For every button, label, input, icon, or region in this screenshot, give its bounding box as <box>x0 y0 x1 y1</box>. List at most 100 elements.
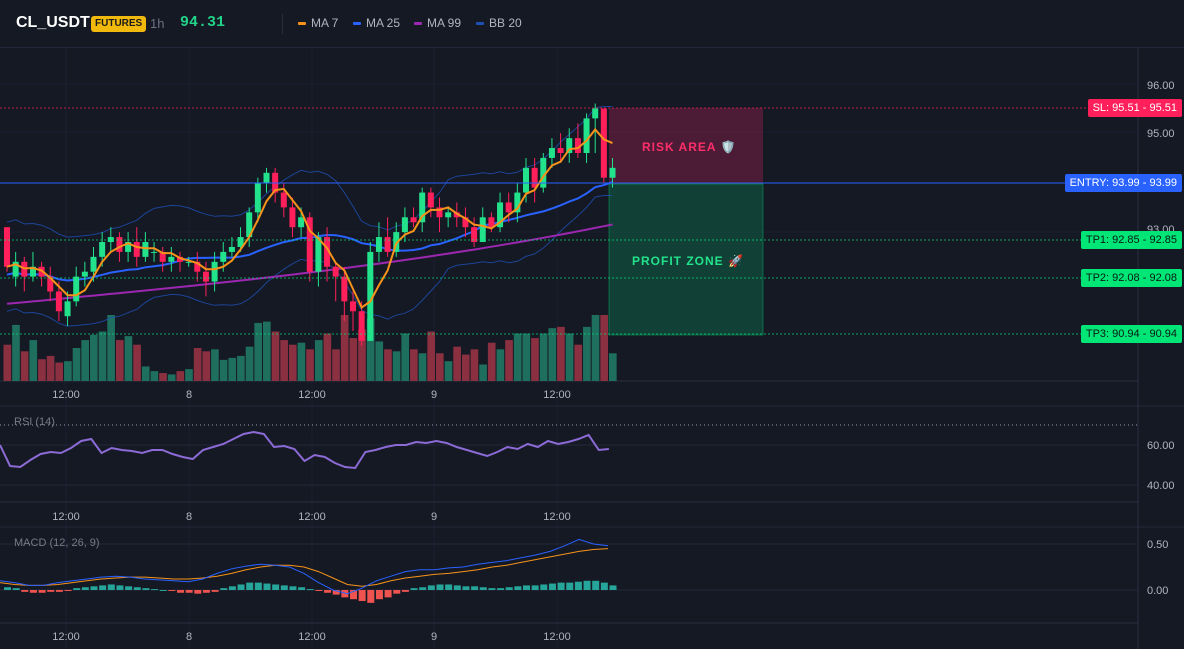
volume-bar <box>46 355 55 381</box>
sl-value: 95.51 <box>1149 102 1177 114</box>
macd-hist-bar <box>99 585 107 590</box>
candle-body <box>332 266 339 277</box>
volume-bar <box>38 359 46 381</box>
macd-hist-bar <box>367 590 375 603</box>
ma99-label: MA 99 <box>427 16 462 30</box>
time-tick: 12:00 <box>543 631 571 643</box>
candle-body <box>566 138 573 154</box>
volume-bar <box>366 318 375 381</box>
volume-bar <box>55 362 64 381</box>
volume-bar <box>185 369 193 381</box>
time-axis-macd: 12:00 8 12:00 9 12:00 <box>52 631 571 643</box>
volume-bar <box>332 349 340 381</box>
candle-body <box>453 212 460 218</box>
volume-bar <box>496 349 505 381</box>
macd-hist-bar <box>600 582 608 590</box>
candle-body <box>600 108 607 178</box>
time-tick: 12:00 <box>52 389 80 401</box>
volume-bar <box>461 354 470 381</box>
tp2-label-text: TP2: 92.08 <box>1085 272 1140 284</box>
candle-body <box>350 301 356 312</box>
candle-body <box>12 261 19 277</box>
macd-hist-bar <box>81 587 89 590</box>
tp2-price-label[interactable]: TP2: 92.08 - 92.08 <box>1080 269 1182 287</box>
candle-body <box>341 276 348 302</box>
volume-bar <box>453 346 461 381</box>
time-tick: 12:00 <box>298 511 326 523</box>
volume-bar <box>115 340 124 381</box>
rsi-tick: 40.00 <box>1147 480 1175 492</box>
volume-bar <box>176 371 185 381</box>
volume-bar <box>12 324 20 381</box>
volume-bar <box>574 344 583 381</box>
candle-body <box>220 251 227 262</box>
volume-bar <box>600 315 608 381</box>
macd-hist-bar <box>151 589 159 591</box>
candle-body <box>142 242 149 257</box>
ma7-swatch <box>298 22 306 26</box>
macd-hist-bar <box>280 585 288 590</box>
legend-ma7[interactable]: MA 7 <box>298 16 338 30</box>
time-tick: 9 <box>431 631 437 643</box>
macd-hist-bar <box>237 584 245 590</box>
bb20-label: BB 20 <box>489 16 522 30</box>
volume-bar <box>141 366 150 381</box>
candle-body <box>202 271 209 282</box>
tp1-price-label[interactable]: TP1: 92.85 - 92.85 <box>1080 231 1182 249</box>
macd-hist-bar <box>298 587 306 590</box>
volume-bar <box>358 329 366 381</box>
candle-body <box>609 167 616 178</box>
macd-hist-bar <box>185 590 193 593</box>
volume-bar <box>505 340 513 381</box>
candle-body <box>73 276 80 302</box>
entry-value: 93.99 <box>1149 177 1177 189</box>
chart-header: CL_USDT FUTURES 1h 94.31 MA 7 MA 25 MA 9… <box>0 0 1184 48</box>
sl-price-label[interactable]: SL: 95.51 - 95.51 <box>1087 99 1182 117</box>
macd-hist-bar <box>566 582 574 590</box>
legend-ma25[interactable]: MA 25 <box>353 16 400 30</box>
candle-body <box>237 237 244 247</box>
volume-bar <box>98 331 107 381</box>
volume-bar <box>436 353 444 381</box>
volume-bar <box>470 349 479 381</box>
time-tick: 12:00 <box>543 389 571 401</box>
legend-bb20[interactable]: BB 20 <box>476 16 522 30</box>
legend-ma99[interactable]: MA 99 <box>414 16 461 30</box>
volume-bar <box>565 333 574 381</box>
tp3-price-label[interactable]: TP3: 90.94 - 90.94 <box>1080 325 1182 343</box>
ma7-line <box>6 127 613 310</box>
macd-hist-bar <box>401 590 409 592</box>
candle-body <box>410 217 417 223</box>
macd-hist-bar <box>168 590 176 591</box>
candle-body <box>505 202 512 213</box>
timeframe-selector[interactable]: 1h <box>150 16 165 31</box>
candle-body <box>47 276 54 292</box>
candle-body <box>419 192 426 223</box>
entry-price-label[interactable]: ENTRY: 93.99 - 93.99 <box>1064 174 1182 192</box>
volume-bar <box>384 349 392 381</box>
time-tick: 8 <box>186 511 192 523</box>
macd-signal-line <box>0 548 609 587</box>
candle-body <box>367 251 374 341</box>
risk-area-zone <box>609 108 763 184</box>
candle-body <box>401 217 408 233</box>
candle-body <box>116 237 123 252</box>
time-tick: 12:00 <box>52 631 80 643</box>
rsi-tick: 60.00 <box>1147 440 1175 452</box>
macd-hist-bar <box>263 583 271 590</box>
macd-line <box>0 538 609 595</box>
volume-bar <box>591 315 600 381</box>
volume-bar <box>314 340 323 381</box>
candlestick-series <box>4 103 616 346</box>
macd-hist-bar <box>272 584 280 590</box>
macd-hist-bar <box>497 588 505 590</box>
bb20-swatch <box>476 22 484 26</box>
profit-zone <box>608 183 764 336</box>
macd-hist-bar <box>315 590 323 591</box>
macd-hist-bar <box>479 587 487 590</box>
macd-hist-bar <box>90 586 98 590</box>
candle-body <box>81 271 88 277</box>
macd-hist-bar <box>488 588 496 590</box>
symbol-name[interactable]: CL_USDT <box>16 14 90 31</box>
